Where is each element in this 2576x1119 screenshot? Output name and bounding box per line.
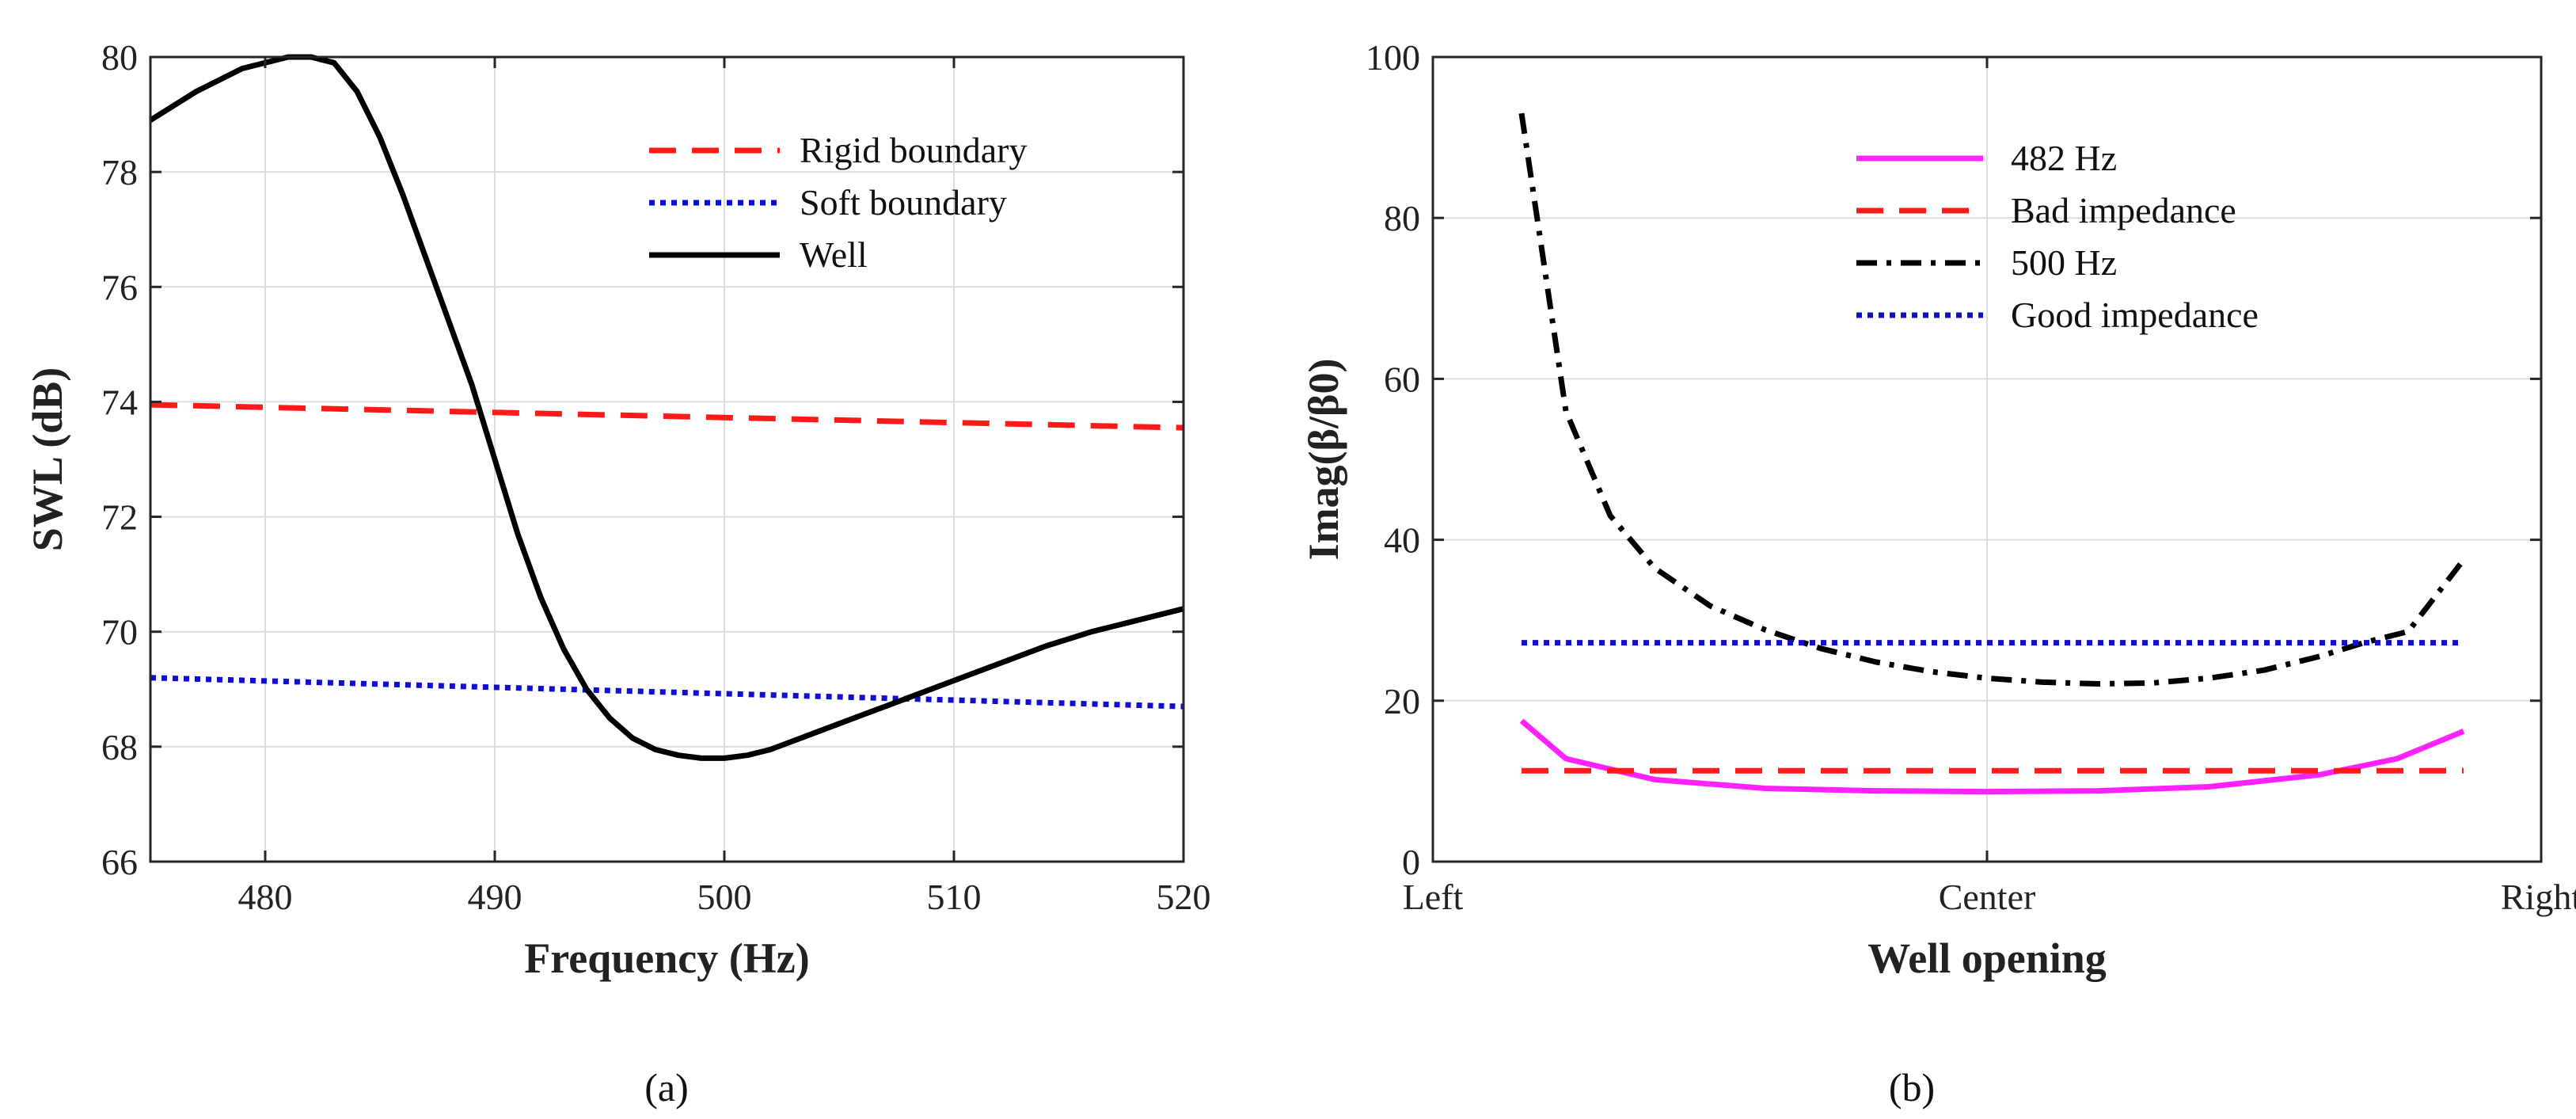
panel-a: 480 490 500 510 520 66 68 70 72 74 76 78 80 Frequency… bbox=[24, 37, 1211, 982]
x-tick-label: 500 bbox=[697, 877, 752, 917]
y-tick-label: 66 bbox=[101, 842, 138, 882]
legend-label: 482 Hz bbox=[2011, 138, 2117, 178]
series-line-500-hz bbox=[1518, 112, 2466, 687]
legend-label: Soft boundary bbox=[800, 182, 1007, 223]
x-tick-label: 490 bbox=[468, 877, 522, 917]
y-axis-label: Imag(β/β0) bbox=[1300, 359, 1347, 561]
x-tick-label: Left bbox=[1403, 877, 1464, 917]
y-tick-label: 70 bbox=[101, 612, 138, 653]
y-axis-label: SWL (dB) bbox=[24, 367, 71, 552]
y-tick-label: 68 bbox=[101, 727, 138, 767]
y-tick-label: 100 bbox=[1366, 37, 1420, 78]
legend-label: Well bbox=[800, 234, 868, 275]
x-tick-label: 480 bbox=[238, 877, 293, 917]
y-tick-label: 78 bbox=[101, 152, 138, 192]
x-tick-label: Right bbox=[2501, 877, 2576, 917]
y-tick-label: 74 bbox=[101, 382, 138, 422]
x-axis-label: Well opening bbox=[1867, 934, 2107, 982]
x-tick-label: Center bbox=[1939, 877, 2036, 917]
caption-a: (a) bbox=[644, 1065, 689, 1109]
legend-label: 500 Hz bbox=[2011, 242, 2117, 283]
y-tick-label: 80 bbox=[101, 37, 138, 78]
y-tick-label: 20 bbox=[1384, 681, 1420, 721]
panel-b: Left Center Right 0 20 40 60 80 100 Well opening I… bbox=[1300, 37, 2576, 982]
x-tick-label: 510 bbox=[927, 877, 982, 917]
y-tick-label: 76 bbox=[101, 267, 138, 307]
y-tick-label: 72 bbox=[101, 497, 138, 538]
plot-area bbox=[150, 57, 1184, 862]
legend-label: Good impedance bbox=[2011, 295, 2259, 335]
y-tick-label: 0 bbox=[1402, 842, 1420, 882]
legend-label: Rigid boundary bbox=[800, 130, 1027, 170]
axes-box bbox=[149, 55, 1185, 863]
x-tick-label: 520 bbox=[1157, 877, 1211, 917]
y-tick-label: 40 bbox=[1384, 520, 1420, 561]
series-line-well bbox=[149, 54, 1184, 761]
series-line-rigid-boundary bbox=[150, 402, 1184, 431]
caption-b: (b) bbox=[1889, 1065, 1935, 1109]
legend-label: Bad impedance bbox=[2011, 190, 2236, 230]
y-tick-label: 80 bbox=[1384, 198, 1420, 238]
x-axis-label: Frequency (Hz) bbox=[524, 934, 809, 982]
y-tick-label: 60 bbox=[1384, 359, 1420, 399]
